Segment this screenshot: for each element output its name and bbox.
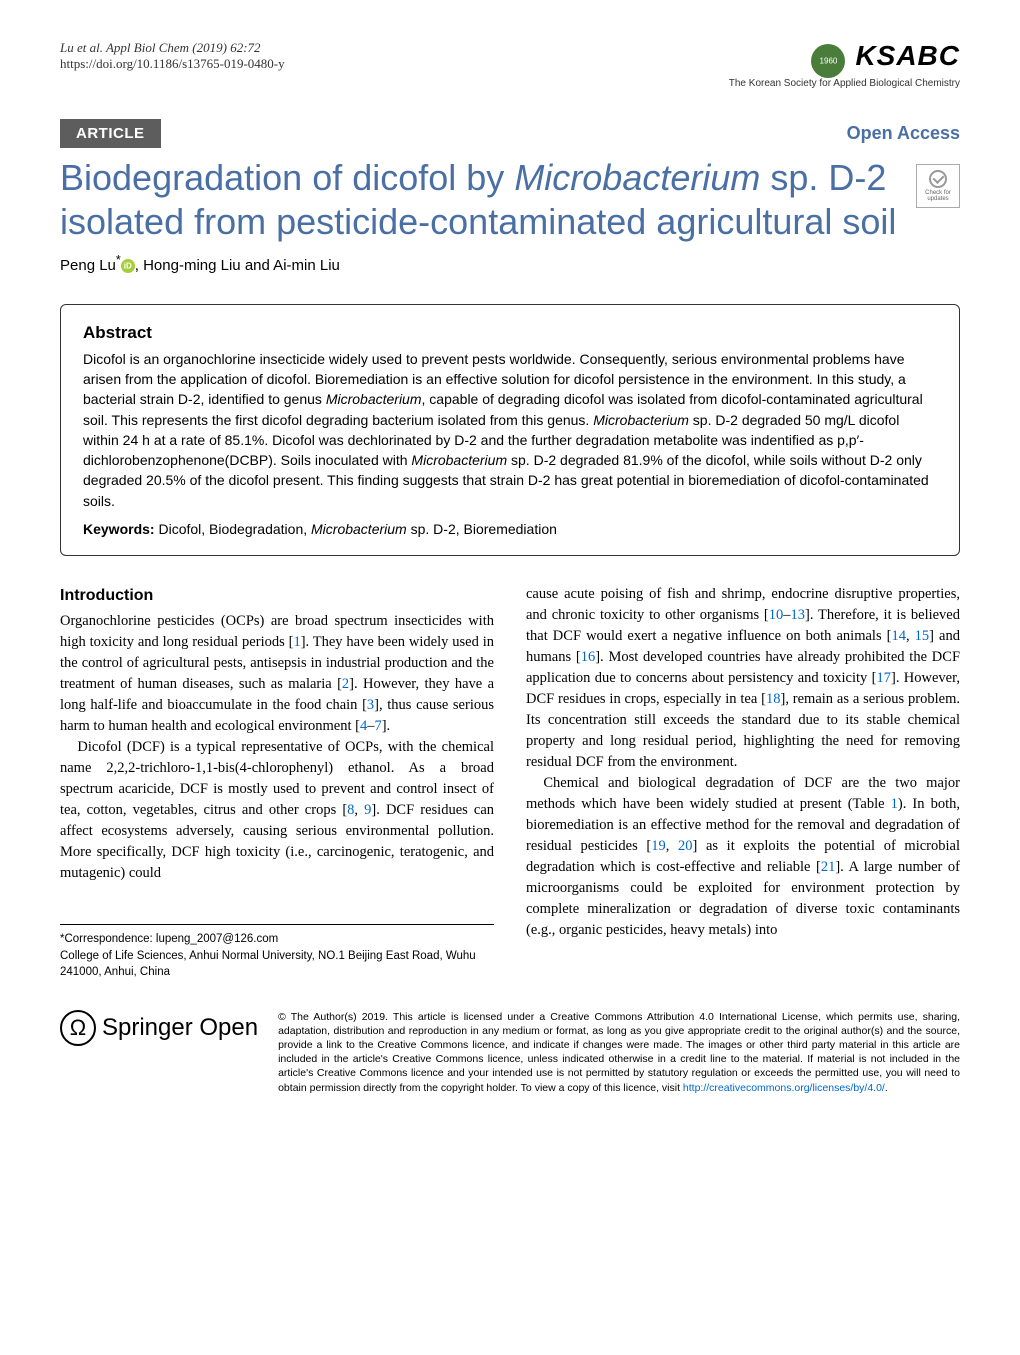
intro-para-4: Chemical and biological degradation of D…	[526, 773, 960, 941]
abstract-heading: Abstract	[83, 323, 937, 343]
correspondence-block: *Correspondence: lupeng_2007@126.com Col…	[60, 924, 494, 979]
intro-para-2: Dicofol (DCF) is a typical representativ…	[60, 737, 494, 884]
doi-link[interactable]: https://doi.org/10.1186/s13765-019-0480-…	[60, 56, 285, 72]
column-left: Introduction Organochlorine pesticides (…	[60, 584, 494, 980]
society-acronym: KSABC	[855, 40, 960, 71]
correspondence-affiliation: College of Life Sciences, Anhui Normal U…	[60, 948, 494, 980]
keywords-label: Keywords:	[83, 521, 155, 537]
society-full-name: The Korean Society for Applied Biologica…	[729, 78, 960, 89]
page-header: Lu et al. Appl Biol Chem (2019) 62:72 ht…	[60, 40, 960, 89]
badge-row: ARTICLE Open Access	[60, 119, 960, 148]
intro-para-1: Organochlorine pesticides (OCPs) are bro…	[60, 611, 494, 737]
keywords-line: Keywords: Dicofol, Biodegradation, Micro…	[83, 521, 937, 537]
orcid-icon	[121, 259, 135, 273]
springer-omega-icon: Ω	[60, 1010, 96, 1046]
open-access-label: Open Access	[847, 123, 960, 144]
citation-block: Lu et al. Appl Biol Chem (2019) 62:72 ht…	[60, 40, 285, 72]
check-icon	[929, 170, 947, 188]
page-footer: Ω Springer Open © The Author(s) 2019. Th…	[60, 1010, 960, 1095]
abstract-text: Dicofol is an organochlorine insecticide…	[83, 349, 937, 511]
license-text: © The Author(s) 2019. This article is li…	[278, 1010, 960, 1095]
abstract-box: Abstract Dicofol is an organochlorine in…	[60, 304, 960, 556]
keywords-values: Dicofol, Biodegradation, Microbacterium …	[158, 521, 556, 537]
introduction-heading: Introduction	[60, 584, 494, 607]
check-updates-badge[interactable]: Check forupdates	[916, 164, 960, 208]
correspondence-email: *Correspondence: lupeng_2007@126.com	[60, 931, 494, 947]
publisher-logo: Ω Springer Open	[60, 1010, 258, 1046]
article-type-badge: ARTICLE	[60, 119, 161, 148]
authors-line: Peng Lu*, Hong-ming Liu and Ai-min Liu	[60, 253, 960, 274]
column-right: cause acute poising of fish and shrimp, …	[526, 584, 960, 980]
citation-text: Lu et al. Appl Biol Chem (2019) 62:72	[60, 40, 285, 56]
ksabc-emblem-icon	[811, 44, 845, 78]
publisher-name: Springer Open	[102, 1014, 258, 1042]
intro-para-3: cause acute poising of fish and shrimp, …	[526, 584, 960, 773]
title-row: Biodegradation of dicofol by Microbacter…	[60, 156, 960, 252]
check-updates-text: Check forupdates	[925, 190, 951, 202]
society-logo: KSABC The Korean Society for Applied Bio…	[729, 40, 960, 89]
body-columns: Introduction Organochlorine pesticides (…	[60, 584, 960, 980]
article-title: Biodegradation of dicofol by Microbacter…	[60, 156, 904, 242]
